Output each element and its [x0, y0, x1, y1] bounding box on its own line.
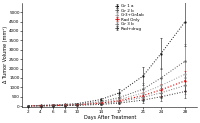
Y-axis label: Δ Tumor Volume (mm³): Δ Tumor Volume (mm³) [3, 26, 8, 84]
Legend: Gr 1 a, Gr 2 b, Gr3+Gr4ab, Rad Only, Gr 3 b, Rad+drug: Gr 1 a, Gr 2 b, Gr3+Gr4ab, Rad Only, Gr … [113, 3, 146, 32]
X-axis label: Days After Treatment: Days After Treatment [84, 115, 136, 120]
